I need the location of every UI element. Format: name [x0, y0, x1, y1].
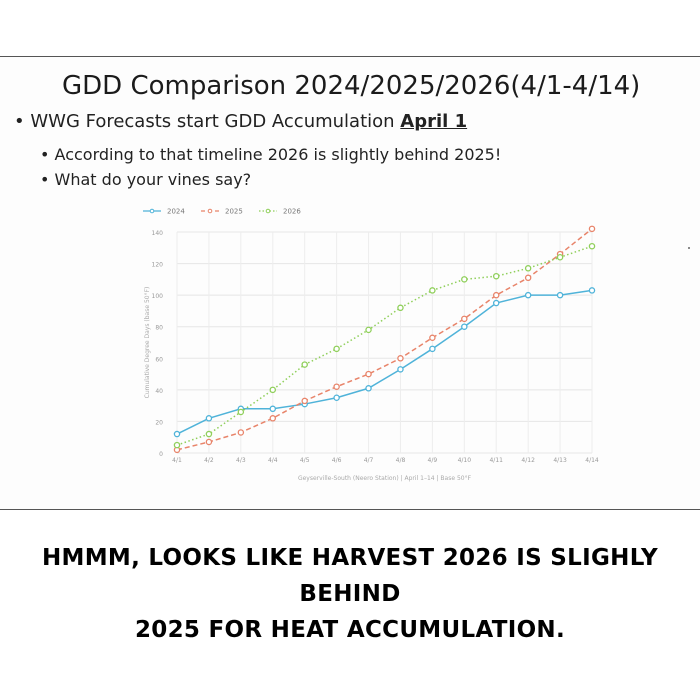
- data-point-2024: [461, 323, 468, 330]
- data-point-2024: [173, 430, 181, 438]
- series-line-2026: [176, 245, 593, 446]
- caption-line-2: 2025 FOR HEAT ACCUMULATION.: [134, 617, 566, 643]
- legend-marker-2024: [149, 208, 155, 214]
- caption: HMMM, LOOKS LIKE HARVEST 2026 IS SLIGHLY…: [0, 540, 700, 648]
- sub-bullet-2-text: What do your vines say?: [54, 170, 252, 189]
- x-tick-label: 4/10: [458, 457, 472, 464]
- y-tick-label: 120: [152, 262, 164, 269]
- data-point-2025: [333, 383, 340, 390]
- data-point-2026: [365, 326, 372, 334]
- data-point-2026: [269, 386, 277, 394]
- slide-title: GDD Comparison 2024/2025/2026(4/1-4/14): [62, 71, 641, 101]
- x-tick-label: 4/14: [585, 457, 599, 464]
- data-point-2024: [556, 291, 564, 299]
- caption-line-1: HMMM, LOOKS LIKE HARVEST 2026 IS SLIGHLY…: [41, 545, 659, 607]
- data-point-2025: [269, 415, 277, 422]
- speck-mark: [688, 247, 690, 249]
- legend-label-2025: 2025: [225, 208, 243, 216]
- x-tick-label: 4/2: [204, 457, 214, 464]
- main-bullet: • WWG Forecasts start GDD Accumulation A…: [14, 111, 468, 132]
- data-point-2026: [397, 304, 404, 312]
- y-tick-label: 80: [155, 325, 163, 332]
- data-point-2024: [397, 366, 404, 373]
- x-tick-label: 4/4: [268, 457, 278, 464]
- data-point-2025: [461, 315, 468, 323]
- data-point-2024: [429, 345, 436, 353]
- data-point-2026: [588, 242, 596, 250]
- x-tick-label: 4/13: [553, 457, 567, 464]
- data-point-2026: [301, 361, 308, 368]
- x-tick-label: 4/7: [364, 457, 374, 464]
- x-tick-label: 4/8: [396, 457, 406, 464]
- data-point-2026: [556, 254, 564, 261]
- data-point-2026: [492, 272, 500, 280]
- sub-bullet-1-text: According to that timeline 2026 is sligh…: [54, 145, 502, 164]
- main-bullet-text: WWG Forecasts start GDD Accumulation: [30, 111, 401, 132]
- data-point-2025: [588, 225, 596, 233]
- data-point-2026: [333, 345, 340, 353]
- data-point-2026: [237, 408, 245, 416]
- data-point-2025: [365, 370, 372, 378]
- sub-bullet-2: • What do your vines say?: [40, 170, 252, 189]
- series-line-2025: [176, 228, 593, 451]
- y-tick-label: 140: [152, 230, 164, 237]
- data-point-2025: [205, 438, 213, 446]
- y-tick-label: 100: [152, 293, 164, 300]
- data-point-2024: [365, 385, 372, 392]
- y-tick-label: 20: [155, 419, 163, 426]
- y-tick-label: 0: [159, 451, 163, 458]
- x-tick-label: 4/11: [489, 457, 503, 464]
- x-tick-label: 4/3: [236, 457, 246, 464]
- data-point-2024: [588, 287, 596, 294]
- data-point-2024: [333, 394, 340, 401]
- slide-photo: GDD Comparison 2024/2025/2026(4/1-4/14) …: [0, 56, 700, 510]
- x-axis-label: Geyserville-South (Neero Station) | Apri…: [298, 475, 472, 482]
- data-point-2025: [492, 291, 500, 299]
- data-point-2026: [205, 430, 213, 438]
- y-tick-label: 60: [155, 356, 163, 363]
- x-tick-label: 4/12: [521, 457, 535, 464]
- sub-bullet-1: • According to that timeline 2026 is sli…: [40, 145, 502, 164]
- data-point-2024: [524, 291, 532, 299]
- data-point-2026: [461, 276, 468, 283]
- data-point-2024: [269, 405, 277, 413]
- data-point-2024: [492, 299, 500, 307]
- x-tick-label: 4/1: [172, 457, 182, 464]
- legend-label-2024: 2024: [167, 208, 185, 216]
- data-point-2026: [524, 265, 532, 272]
- data-point-2026: [173, 441, 181, 449]
- x-tick-label: 4/5: [300, 457, 310, 464]
- y-axis-label: Cumulative Degree Days (base 50°F): [144, 287, 151, 399]
- y-tick-label: 40: [155, 388, 163, 395]
- series-line-2024: [176, 289, 593, 435]
- legend-marker-2025: [207, 208, 213, 214]
- data-point-2025: [524, 274, 532, 282]
- data-point-2026: [429, 287, 436, 294]
- data-point-2025: [301, 397, 308, 405]
- legend-marker-2026: [265, 208, 271, 214]
- data-point-2025: [429, 334, 436, 342]
- main-bullet-emphasis: April 1: [400, 111, 468, 132]
- data-point-2025: [397, 355, 404, 362]
- gdd-line-chart: 0 20 40 60 80 100 120 140 4/1 4/2 4/3 4/4 4/5 4/6 4/7 4…: [143, 208, 599, 482]
- x-tick-label: 4/9: [428, 457, 438, 464]
- data-point-2025: [237, 429, 245, 436]
- x-tick-label: 4/6: [332, 457, 342, 464]
- data-point-2024: [205, 415, 213, 422]
- legend-label-2026: 2026: [283, 208, 301, 216]
